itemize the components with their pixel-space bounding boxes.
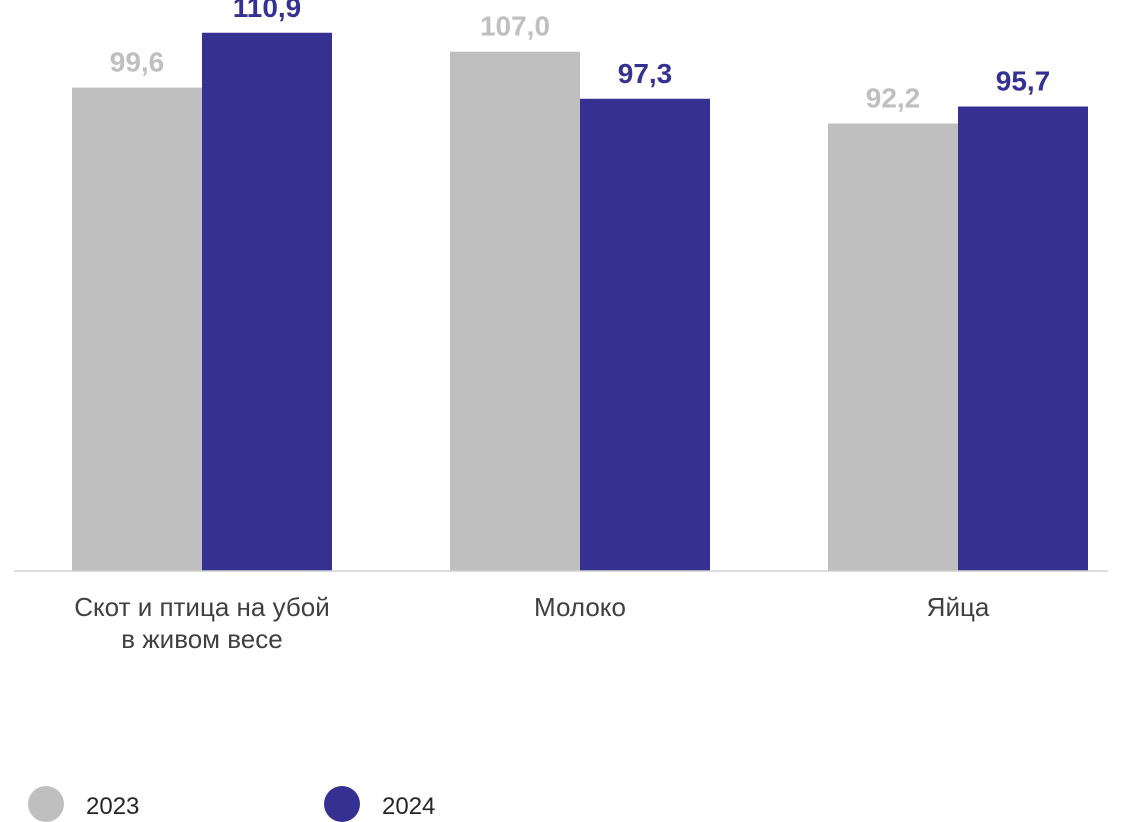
- bar-2024-0: [202, 32, 332, 572]
- value-label-2024-2: 95,7: [996, 66, 1051, 97]
- bar-2024-1: [580, 98, 710, 571]
- legend-swatch-2024: [324, 786, 360, 822]
- category-label-2-line-0: Яйца: [927, 592, 990, 622]
- value-label-2023-0: 99,6: [110, 47, 165, 78]
- category-label-0-line-0: Скот и птица на убой: [74, 592, 330, 622]
- category-label-0-line-1: в живом весе: [121, 624, 282, 654]
- bars-group: [72, 32, 1088, 572]
- legend-label-2023: 2023: [86, 793, 139, 820]
- legend-label-2024: 2024: [382, 793, 435, 820]
- bar-2024-2: [958, 106, 1088, 572]
- value-label-2024-1: 97,3: [618, 58, 673, 89]
- bar-2023-1: [450, 51, 580, 572]
- category-label-1-line-0: Молоко: [534, 592, 626, 622]
- bar-2023-0: [72, 87, 202, 571]
- legend-swatch-2023: [28, 786, 64, 822]
- value-label-2023-2: 92,2: [866, 83, 921, 114]
- legend: 2023 2024: [28, 786, 435, 822]
- value-labels-group: 99,6 110,9 107,0 97,3 92,2 95,7: [110, 0, 1051, 114]
- value-label-2023-1: 107,0: [480, 11, 550, 42]
- bar-2023-2: [828, 123, 958, 571]
- value-label-2024-0: 110,9: [233, 0, 302, 23]
